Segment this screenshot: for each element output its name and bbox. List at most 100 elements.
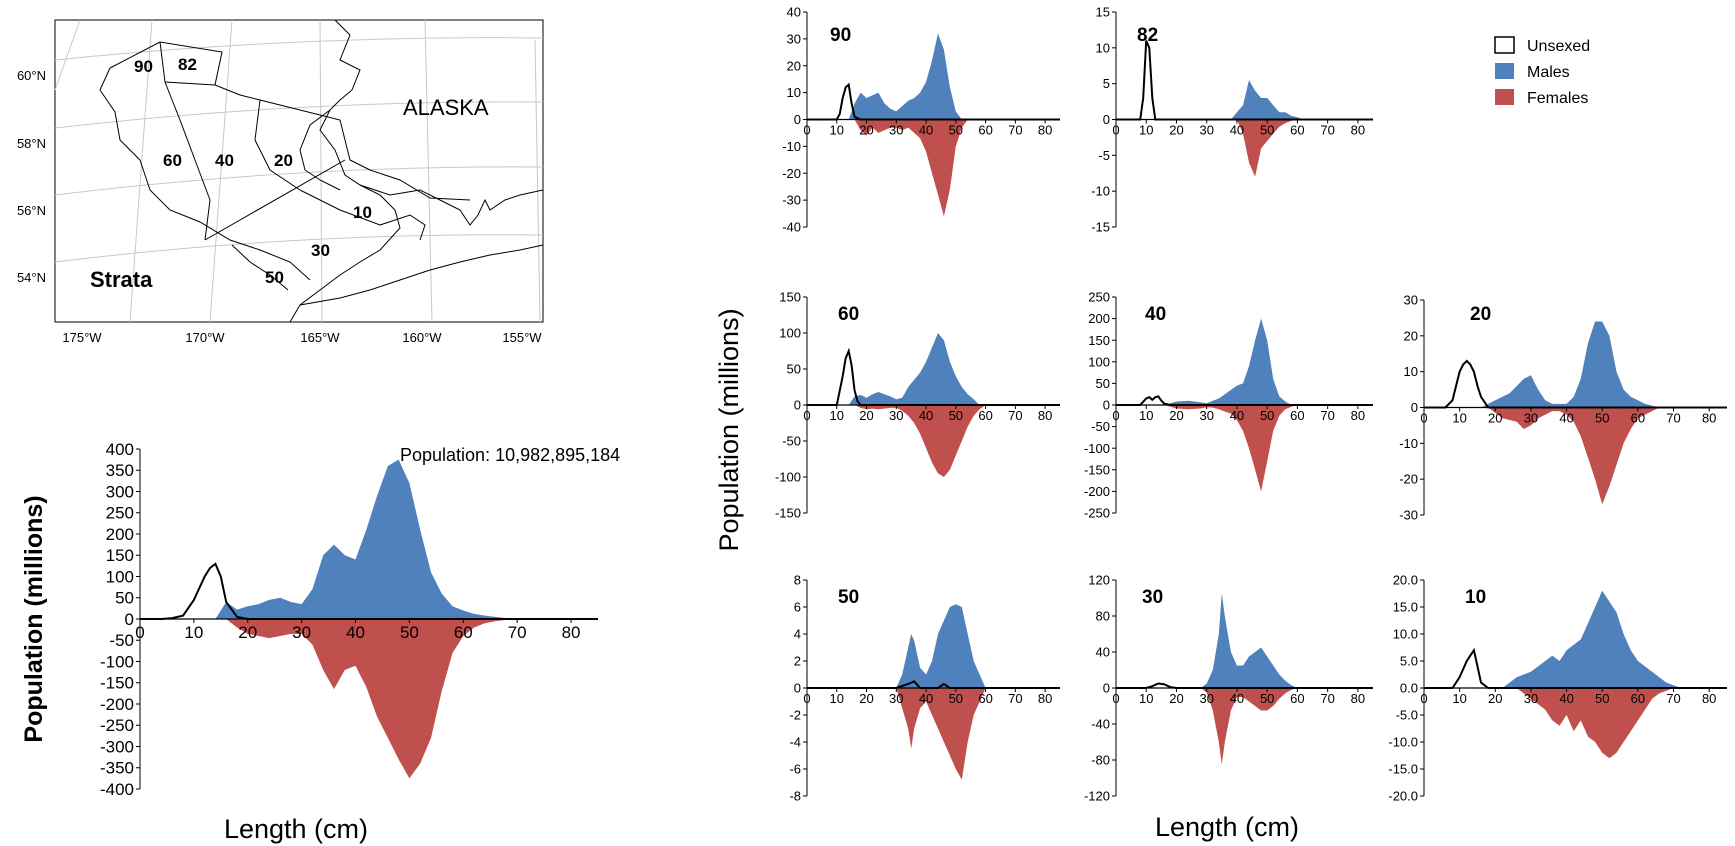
x-tick-label: 50	[1260, 691, 1274, 706]
panel-label-40: 40	[1145, 304, 1166, 325]
x-tick-label: 30	[889, 408, 903, 423]
y-tick-label: 150	[779, 290, 801, 305]
legend-swatch-females	[1495, 89, 1514, 105]
y-tick-label: 100	[106, 567, 134, 586]
series-males-area	[1502, 590, 1681, 688]
stratum-label-20: 20	[274, 151, 293, 170]
series-females-area	[1164, 405, 1298, 492]
panel-label-90: 90	[830, 25, 851, 46]
x-tick-label: 10	[1452, 691, 1466, 706]
x-tick-label: 40	[1230, 123, 1244, 138]
y-tick-label: -15.0	[1388, 762, 1418, 777]
series-unsexed-line	[1116, 40, 1373, 121]
y-tick-label: 2	[794, 654, 801, 669]
x-tick-label: 40	[1559, 411, 1573, 426]
lat-label: 56°N	[17, 203, 46, 218]
x-tick-label: 0	[1420, 691, 1427, 706]
x-tick-label: 10	[1139, 691, 1153, 706]
y-tick-label: 350	[106, 461, 134, 480]
y-tick-label: -10	[1091, 184, 1110, 199]
charts-layer: -400-350-300-250-200-150-100-50050100150…	[20, 5, 1727, 844]
x-tick-label: 0	[803, 691, 810, 706]
population-annotation: Population: 10,982,895,184	[400, 445, 620, 465]
x-tick-label: 10	[1139, 123, 1153, 138]
y-tick-label: -50	[1091, 419, 1110, 434]
x-tick-label: 40	[1230, 691, 1244, 706]
y-tick-label: 0	[1103, 398, 1110, 413]
y-tick-label: -30	[782, 193, 801, 208]
y-tick-label: 300	[106, 482, 134, 501]
x-tick-label: 20	[1488, 411, 1502, 426]
y-tick-label: 50	[115, 589, 134, 608]
x-tick-label: 20	[238, 623, 257, 642]
y-tick-label: 0	[794, 681, 801, 696]
lon-label: 160°W	[402, 330, 442, 345]
series-females-area	[1516, 688, 1674, 759]
stratum-label-60: 60	[163, 151, 182, 170]
y-tick-label: -4	[789, 735, 801, 750]
stratum-label-50: 50	[265, 268, 284, 287]
x-tick-label: 10	[184, 623, 203, 642]
x-tick-label: 50	[400, 623, 419, 642]
y-tick-label: -200	[1084, 484, 1110, 499]
series-unsexed-line	[807, 347, 1060, 406]
x-tick-label: 80	[1351, 123, 1365, 138]
y-tick-label: 15.0	[1393, 600, 1418, 615]
y-tick-label: -5.0	[1396, 708, 1418, 723]
y-tick-label: -15	[1091, 220, 1110, 235]
series-females-area	[896, 688, 986, 780]
x-tick-label: 80	[1038, 408, 1052, 423]
y-tick-label: 5	[1103, 76, 1110, 91]
legend: Unsexed Males Females	[1494, 36, 1590, 107]
x-tick-label: 10	[830, 691, 844, 706]
x-tick-label: 80	[1702, 411, 1716, 426]
x-tick-label: 10	[1452, 411, 1466, 426]
x-tick-label: 10	[1139, 408, 1153, 423]
y-tick-label: -250	[100, 716, 134, 735]
lon-label: 165°W	[300, 330, 340, 345]
strata-map: 90 82 60 40 20 10 30 50 ALASKA Strata 60…	[17, 19, 544, 345]
series-unsexed-line	[1424, 647, 1727, 689]
lat-label: 60°N	[17, 68, 46, 83]
x-tick-label: 40	[919, 123, 933, 138]
y-tick-label: 250	[1088, 290, 1110, 305]
y-tick-label: -8	[789, 789, 801, 804]
x-tick-label: 40	[919, 408, 933, 423]
y-tick-label: -100	[100, 652, 134, 671]
series-females-area	[1488, 407, 1660, 505]
y-tick-label: 20.0	[1393, 573, 1418, 588]
y-tick-label: 50	[787, 362, 801, 377]
series-females-area	[854, 405, 986, 477]
y-tick-label: -40	[1091, 717, 1110, 732]
x-tick-label: 60	[1290, 123, 1304, 138]
map-lon-labels: 175°W 170°W 165°W 160°W 155°W	[62, 330, 542, 345]
x-tick-label: 0	[1112, 123, 1119, 138]
y-tick-label: 100	[779, 326, 801, 341]
y-tick-label: 15	[1096, 5, 1110, 20]
y-tick-label: 150	[106, 546, 134, 565]
lat-label: 54°N	[17, 270, 46, 285]
stratum-label-82: 82	[178, 55, 197, 74]
y-tick-label: 40	[1096, 645, 1110, 660]
grid-x-axis-title: Length (cm)	[1155, 812, 1299, 842]
y-tick-label: -30	[1399, 508, 1418, 523]
x-tick-label: 30	[1524, 411, 1538, 426]
x-tick-label: 30	[889, 123, 903, 138]
x-tick-label: 20	[1169, 408, 1183, 423]
x-tick-label: 70	[1008, 123, 1022, 138]
panel-label-50: 50	[838, 587, 859, 608]
y-tick-label: 0	[125, 610, 134, 629]
y-tick-label: 0	[794, 398, 801, 413]
y-tick-label: -5	[1098, 148, 1110, 163]
x-tick-label: 20	[1488, 691, 1502, 706]
series-males-area	[1200, 593, 1298, 688]
y-tick-label: 5.0	[1400, 654, 1418, 669]
x-tick-label: 30	[1524, 691, 1538, 706]
y-tick-label: -400	[100, 780, 134, 799]
x-tick-label: 0	[135, 623, 144, 642]
y-tick-label: -40	[782, 220, 801, 235]
y-tick-label: 30	[787, 31, 801, 46]
y-tick-label: -100	[1084, 441, 1110, 456]
